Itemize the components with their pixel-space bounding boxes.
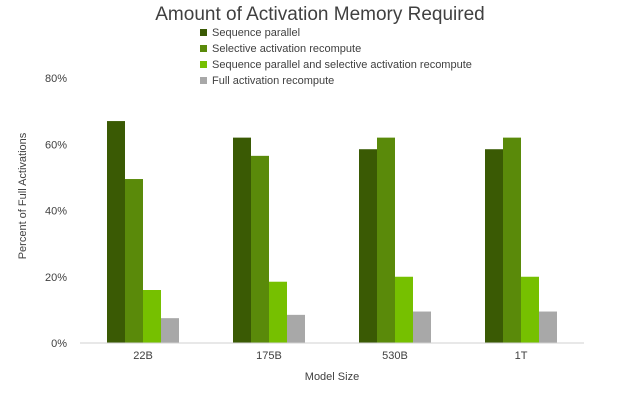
y-axis-ticks: 0% 20% 40% 60% 80% (45, 73, 67, 350)
y-tick-label: 0% (51, 338, 67, 350)
chart-title: Amount of Activation Memory Required (155, 4, 485, 25)
bar-1t-series-1 (485, 149, 503, 343)
bar-530b-series-2 (377, 137, 395, 343)
legend-swatch (200, 45, 207, 52)
bar-175b-series-2 (251, 155, 269, 343)
bar-22b-series-3 (143, 290, 161, 343)
bar-22b-series-4 (161, 318, 179, 343)
x-tick-label: 1T (515, 350, 528, 362)
legend-label: Selective activation recompute (212, 43, 361, 55)
x-axis-label: Model Size (305, 371, 359, 383)
y-tick-label: 80% (45, 73, 67, 85)
bar-175b-series-1 (233, 137, 251, 343)
y-tick-label: 40% (45, 206, 67, 218)
bar-530b-series-1 (359, 149, 377, 343)
y-axis-label: Percent of Full Activations (17, 132, 29, 259)
bar-530b-series-4 (413, 311, 431, 343)
bar-1t-series-4 (539, 311, 557, 343)
bar-175b-series-4 (287, 314, 305, 343)
bars (107, 121, 557, 343)
bar-530b-series-3 (395, 276, 413, 343)
bar-1t-series-2 (503, 137, 521, 343)
legend-label: Sequence parallel and selective activati… (212, 59, 472, 71)
legend-label: Sequence parallel (212, 27, 300, 39)
x-axis-ticks: 22B 175B 530B 1T (133, 350, 527, 362)
x-tick-label: 175B (256, 350, 282, 362)
legend-swatch (200, 61, 207, 68)
legend-label: Full activation recompute (212, 75, 334, 87)
bar-1t-series-3 (521, 276, 539, 343)
legend-swatch (200, 77, 207, 84)
bar-22b-series-1 (107, 121, 125, 343)
x-tick-label: 22B (133, 350, 153, 362)
legend: Sequence parallel Selective activation re… (200, 27, 472, 87)
legend-swatch (200, 29, 207, 36)
bar-22b-series-2 (125, 179, 143, 343)
bar-175b-series-3 (269, 281, 287, 343)
y-tick-label: 20% (45, 272, 67, 284)
x-tick-label: 530B (382, 350, 408, 362)
y-tick-label: 60% (45, 139, 67, 151)
